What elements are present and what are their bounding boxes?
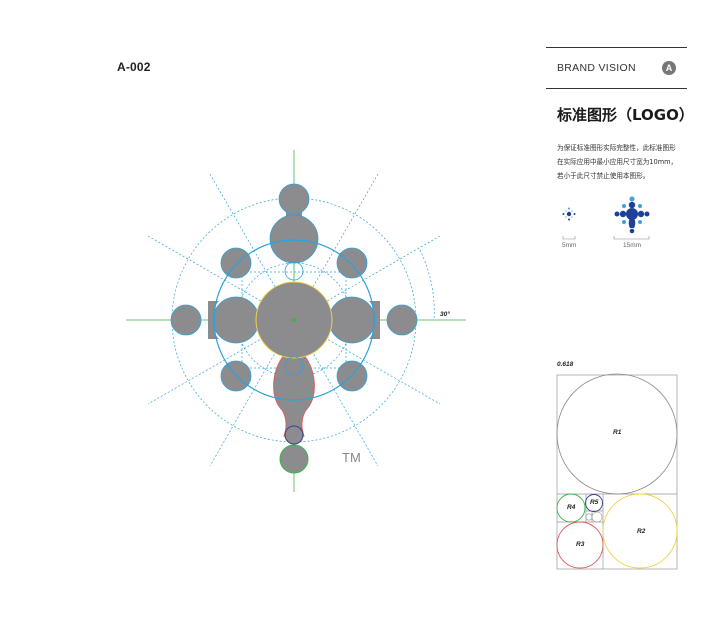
golden-ratio-label: 0.618: [557, 361, 574, 368]
brand-vision-label: BRAND VISION: [557, 62, 636, 74]
golden-circle-r4: [556, 493, 586, 523]
small-size-label: 5mm: [562, 242, 577, 249]
golden-circle-r3: [556, 521, 604, 569]
min-size-logo-small: [562, 207, 576, 221]
stem-small-circle: [284, 425, 304, 445]
outer-ring: [213, 239, 375, 401]
description-line-1: 为保证标准图形实际完整性，此标准图形: [557, 144, 676, 152]
angle-label: 30°: [440, 311, 450, 318]
golden-label-r5: R5: [590, 499, 599, 506]
upper-right-dot: [336, 247, 368, 279]
upper-left-dot: [220, 247, 252, 279]
header-rule-top: [546, 47, 687, 48]
description-line-3: 若小于此尺寸禁止使用本图形。: [557, 172, 650, 180]
page-title: 标准图形（LOGO）: [557, 106, 694, 124]
golden-label-r3: R3: [576, 541, 585, 548]
left-small-circle: [170, 304, 202, 336]
description-line-2: 在实际应用中最小应用尺寸宽为10mm，: [557, 158, 678, 166]
top-medium-circle: [269, 214, 319, 264]
stem-bottom-circle: [279, 444, 309, 474]
golden-label-r1: R1: [613, 429, 622, 436]
left-medium-circle: [212, 296, 260, 344]
golden-circle-r1: [556, 373, 678, 495]
min-size-logo-large: [614, 196, 650, 234]
golden-label-r4: R4: [567, 504, 576, 511]
page-code: A-002: [117, 60, 151, 74]
lower-left-dot: [220, 360, 252, 392]
logo-mark: [170, 183, 418, 474]
large-size-label: 15mm: [623, 242, 642, 249]
golden-circle-r2: [602, 493, 678, 569]
golden-ratio-diagram: [556, 373, 678, 570]
header-rule-bottom: [546, 88, 687, 89]
golden-circle-r5: [585, 494, 603, 512]
section-badge: A: [662, 61, 676, 75]
top-small-circle: [278, 183, 310, 215]
golden-label-r2: R2: [637, 528, 646, 535]
right-small-circle: [386, 304, 418, 336]
right-medium-circle: [328, 296, 376, 344]
lower-right-dot: [336, 360, 368, 392]
size-dimension-lines: [562, 236, 650, 240]
trademark-label: TM: [342, 450, 361, 465]
